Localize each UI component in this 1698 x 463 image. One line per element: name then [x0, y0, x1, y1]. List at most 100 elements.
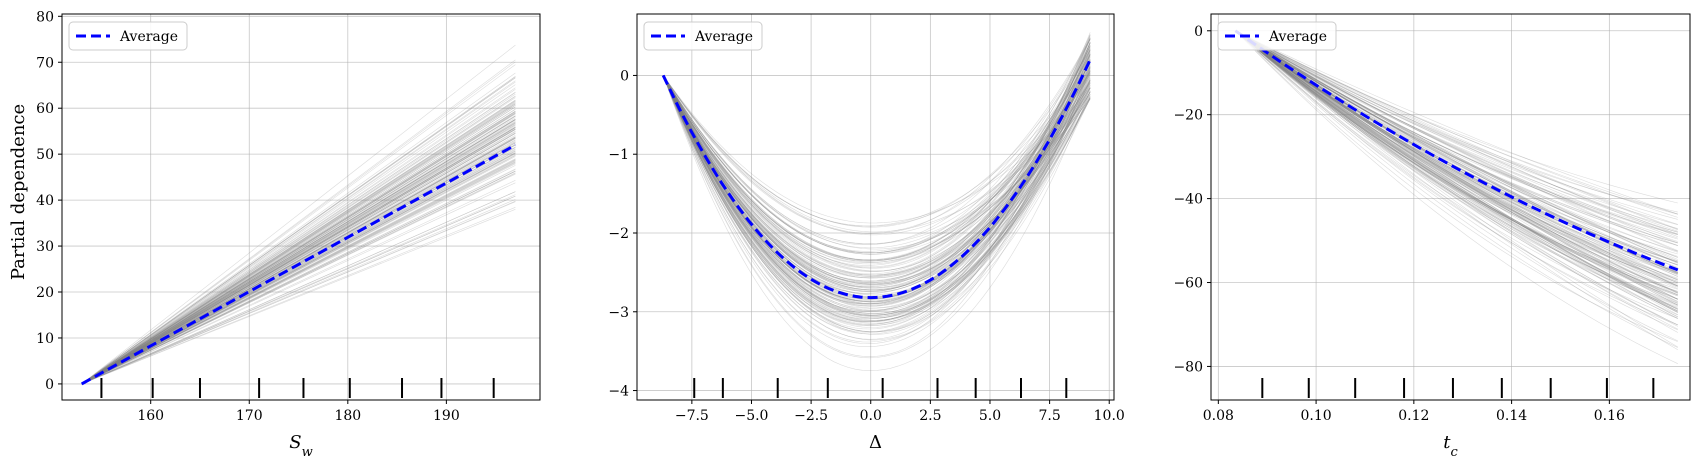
ice-line [81, 122, 516, 385]
ice-line [662, 71, 1091, 335]
ice-line [1235, 30, 1678, 235]
ice-line [81, 162, 516, 385]
ice-line [81, 113, 516, 385]
ice-line [81, 161, 516, 385]
ice-line [81, 121, 516, 385]
legend: Average [1217, 21, 1337, 51]
ice-line [662, 66, 1091, 327]
y-tick-label: −40 [1173, 192, 1203, 208]
ice-line [662, 72, 1091, 254]
y-tick-label: 10 [36, 331, 54, 347]
ice-line [81, 126, 516, 385]
ice-line [1235, 30, 1678, 246]
ice-line [662, 60, 1091, 328]
ice-line [81, 173, 516, 385]
ice-line [1235, 30, 1678, 303]
ice-line [662, 36, 1091, 289]
ice-line [81, 131, 516, 385]
ice-line [81, 115, 516, 385]
ice-line [662, 75, 1091, 261]
ice-line [662, 75, 1091, 286]
ice-line [662, 60, 1091, 303]
ice-line [81, 106, 516, 385]
ice-line [1235, 30, 1678, 204]
ice-line [662, 41, 1091, 322]
ice-line [1235, 30, 1678, 232]
ice-line [81, 92, 516, 385]
ice-line [1235, 30, 1678, 315]
ice-line [662, 59, 1091, 284]
ice-line [662, 54, 1091, 266]
ice-line [1235, 30, 1678, 243]
ice-line [1235, 30, 1678, 235]
ice-line [1235, 30, 1678, 215]
ice-line [81, 102, 516, 385]
ice-line [1235, 30, 1678, 264]
ice-line [81, 59, 516, 385]
ice-line [81, 209, 516, 385]
ice-line [81, 165, 516, 385]
ice-line [662, 58, 1091, 330]
ice-line [1235, 30, 1678, 252]
x-tick-label: −7.5 [675, 408, 709, 424]
y-tick-label: 0 [620, 68, 629, 84]
ice-line [81, 122, 516, 385]
ice-line [1235, 30, 1678, 300]
x-tick-label: 0.10 [1301, 408, 1332, 424]
ice-line [662, 69, 1091, 276]
y-tick-label: −2 [608, 226, 629, 242]
ice-line [81, 61, 516, 385]
ice-line [81, 120, 516, 385]
ice-line [81, 126, 516, 385]
ice-line [662, 75, 1091, 309]
ice-line [1235, 30, 1678, 304]
x-axis-label-subscript: w [302, 445, 313, 460]
ice-line [1235, 30, 1678, 283]
ice-line [81, 133, 516, 385]
ice-line [1235, 30, 1678, 309]
ice-line [662, 43, 1091, 358]
ice-line [1235, 30, 1678, 230]
ice-line [81, 110, 516, 385]
ice-line [662, 75, 1091, 324]
ice-line [662, 53, 1091, 312]
ice-line [1235, 30, 1678, 235]
legend-frame [643, 21, 763, 51]
ice-line [81, 156, 516, 385]
ice-line [662, 71, 1091, 245]
legend-label: Average [119, 29, 178, 45]
ice-line [81, 159, 516, 385]
ice-line [81, 111, 516, 385]
ice-line [1235, 30, 1678, 266]
ice-line [1235, 30, 1678, 312]
ice-line [662, 39, 1091, 261]
ice-line [662, 46, 1091, 303]
ice-line [81, 122, 516, 385]
ice-line [662, 68, 1091, 359]
legend-label: Average [1268, 29, 1327, 45]
ice-line [662, 45, 1091, 282]
y-tick-label: 50 [36, 147, 54, 163]
ice-line [1235, 30, 1678, 242]
legend-label: Average [694, 29, 753, 45]
ice-line [662, 65, 1091, 261]
x-tick-label: 0.16 [1594, 408, 1625, 424]
ice-line [662, 41, 1091, 307]
ice-line [81, 76, 516, 385]
ice-line [662, 65, 1091, 288]
ice-line [662, 42, 1091, 305]
ice-line [662, 37, 1091, 314]
ice-line [662, 75, 1091, 305]
ice-line [1235, 30, 1678, 282]
ice-line [81, 133, 516, 385]
ice-line [1235, 30, 1678, 326]
ice-line [1235, 30, 1678, 273]
y-tick-label: 70 [36, 55, 54, 71]
ice-line [1235, 30, 1678, 312]
x-tick-label: −5.0 [734, 408, 768, 424]
ice-line [662, 49, 1091, 261]
x-tick-label: 5.0 [979, 408, 1001, 424]
ice-line [1235, 30, 1678, 225]
x-tick-label: 170 [236, 408, 263, 424]
ice-line [1235, 30, 1678, 300]
